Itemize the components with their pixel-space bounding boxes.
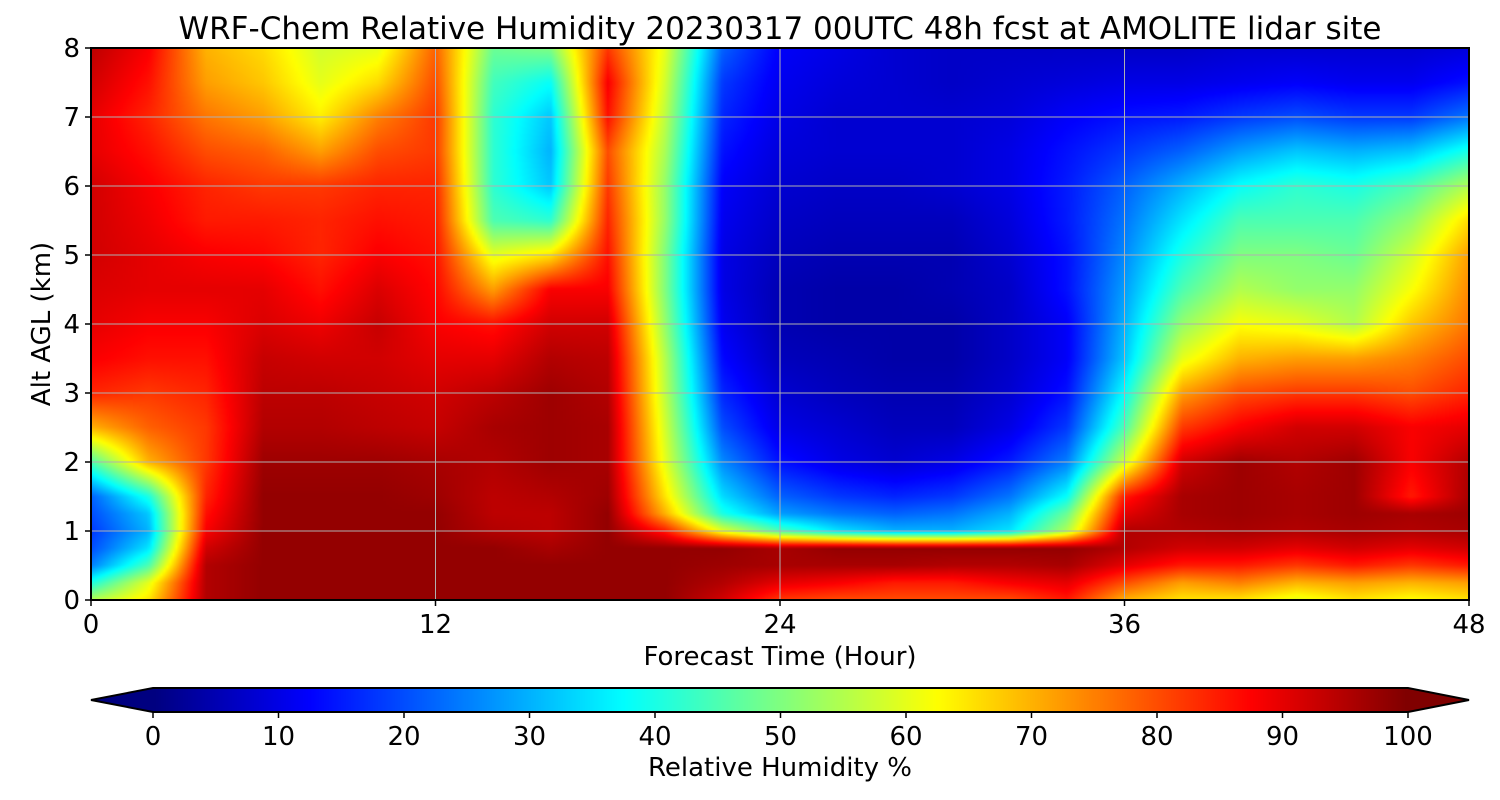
colorbar-tick-label: 60: [889, 722, 922, 752]
y-tick-label: 7: [63, 103, 80, 133]
y-axis: 0 1 2 3 4 5 6 7 8: [63, 34, 91, 616]
y-tick-label: 3: [63, 379, 80, 409]
x-tick-label: 24: [763, 610, 796, 640]
x-tick-label: 36: [1108, 610, 1141, 640]
colorbar-tick-label: 50: [764, 722, 797, 752]
colorbar-tick-label: 40: [638, 722, 671, 752]
colorbar-label: Relative Humidity %: [648, 753, 912, 783]
colorbar-tick-label: 80: [1140, 722, 1173, 752]
chart-title: WRF-Chem Relative Humidity 20230317 00UT…: [178, 11, 1381, 47]
x-axis-label: Forecast Time (Hour): [643, 642, 916, 672]
colorbar-tick-label: 0: [145, 722, 162, 752]
y-tick-label: 2: [63, 448, 80, 478]
x-tick-label: 12: [419, 610, 452, 640]
colorbar-tick-label: 100: [1383, 722, 1433, 752]
x-axis: 0 12 24 36 48: [83, 600, 1486, 640]
colorbar-max-extension: [1408, 688, 1469, 712]
colorbar-tick-label: 70: [1015, 722, 1048, 752]
plot-area: [91, 48, 1469, 600]
colorbar-min-extension: [91, 688, 153, 712]
colorbar-tick-label: 90: [1266, 722, 1299, 752]
colorbar-ticks: 0 10 20 30 40 50 60 70 80 90 100: [145, 712, 1433, 752]
colorbar-tick-label: 10: [262, 722, 295, 752]
grid-lines: [91, 48, 1469, 600]
y-tick-label: 1: [63, 517, 80, 547]
colorbar-tick-label: 30: [513, 722, 546, 752]
y-tick-label: 0: [63, 586, 80, 616]
colorbar-tick-label: 20: [387, 722, 420, 752]
x-tick-label: 48: [1452, 610, 1485, 640]
y-axis-label: Alt AGL (km): [27, 242, 57, 406]
colorbar-gradient: [153, 688, 1408, 712]
y-tick-label: 4: [63, 310, 80, 340]
y-tick-label: 5: [63, 241, 80, 271]
colorbar: 0 10 20 30 40 50 60 70 80 90 100 Relative Humidity…: [90, 687, 1470, 783]
y-tick-label: 6: [63, 172, 80, 202]
y-tick-label: 8: [63, 34, 80, 64]
x-tick-label: 0: [83, 610, 100, 640]
